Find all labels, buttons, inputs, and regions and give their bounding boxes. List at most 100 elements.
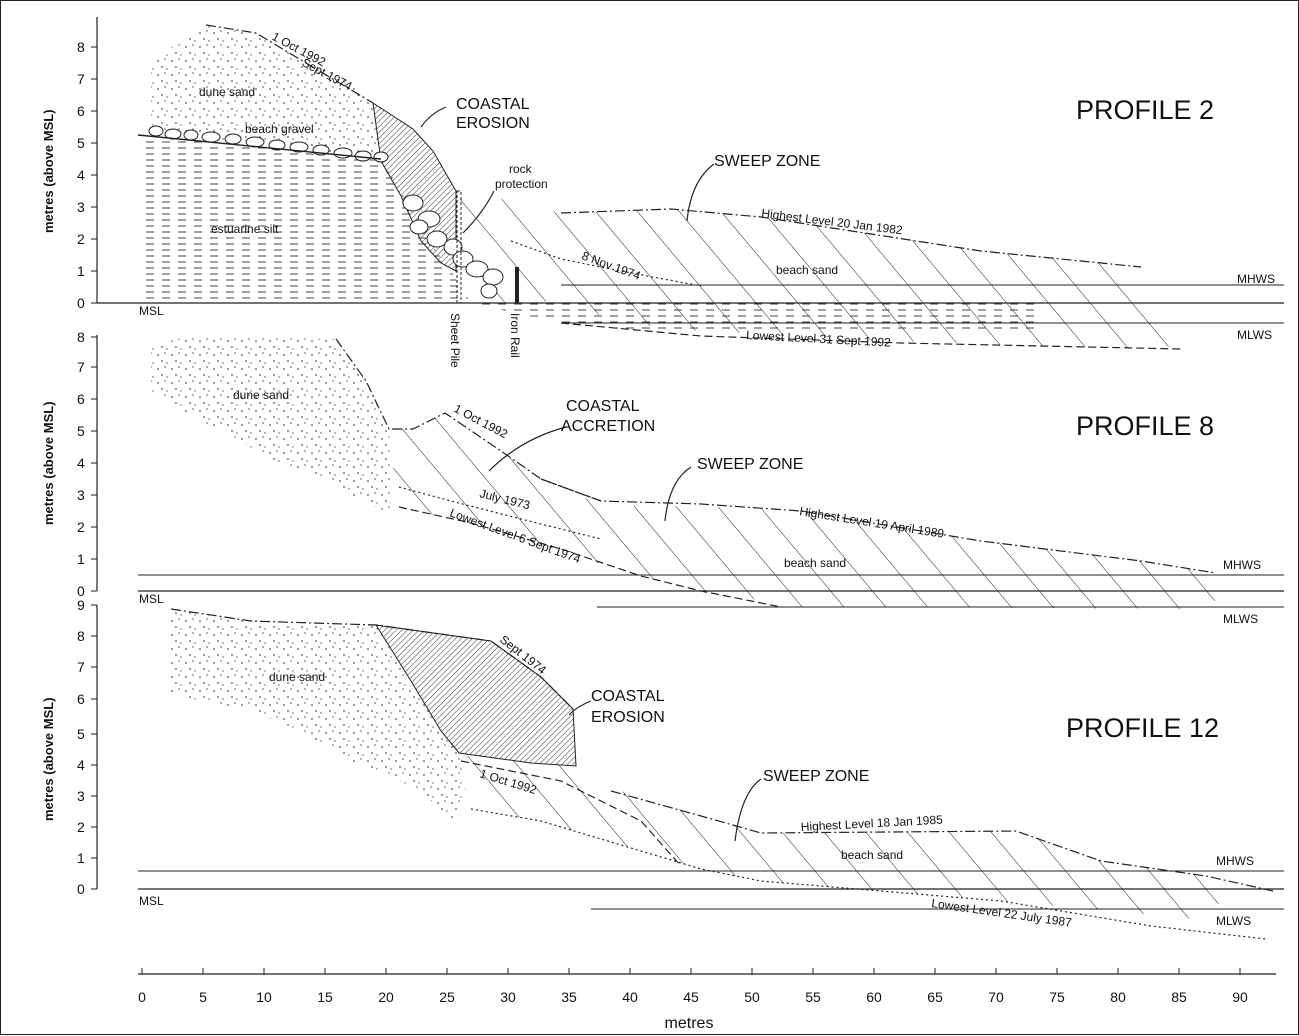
label-mhws: MHWS <box>1237 272 1275 286</box>
x-tick: 15 <box>317 989 333 1005</box>
panel-profile-2: 0 1 2 3 4 5 6 7 8 metres (above MSL) <box>41 17 1284 368</box>
callout-line-1: COASTAL <box>591 688 665 705</box>
estuarine-silt-area <box>138 135 1041 333</box>
label-dune-sand: dune sand <box>269 670 325 684</box>
x-tick: 10 <box>256 989 272 1005</box>
label-sheet-pile: Sheet Pile <box>448 313 462 368</box>
y-tick: 6 <box>77 691 85 707</box>
x-tick: 50 <box>744 989 760 1005</box>
y-tick: 7 <box>77 71 85 87</box>
y-tick: 3 <box>77 788 85 804</box>
label-beach-gravel: beach gravel <box>245 122 314 136</box>
x-tick: 30 <box>500 989 516 1005</box>
y-tick: 6 <box>77 391 85 407</box>
callout-line-1: COASTAL <box>566 398 640 415</box>
label-iron-rail: Iron Rail <box>508 313 522 358</box>
label-mlws: MLWS <box>1237 328 1272 342</box>
label-highest-level: Highest Level 18 Jan 1985 <box>800 813 943 834</box>
y-tick: 4 <box>77 757 85 773</box>
label-beach-sand: beach sand <box>776 263 838 277</box>
label-rock-protection: protection <box>495 177 548 191</box>
y-tick: 7 <box>77 359 85 375</box>
sweep-zone-area <box>459 189 1181 349</box>
panel-title: PROFILE 8 <box>1076 411 1214 441</box>
y-tick: 2 <box>77 231 85 247</box>
sweep-zone-area <box>461 755 1221 921</box>
y-axis-label: metres (above MSL) <box>41 697 56 821</box>
y-tick: 8 <box>77 39 85 55</box>
label-msl: MSL <box>139 894 164 908</box>
y-tick: 5 <box>77 726 85 742</box>
label-rock-protection: rock <box>509 162 533 176</box>
label-msl: MSL <box>139 592 164 606</box>
y-tick: 4 <box>77 455 85 471</box>
y-axis-label: metres (above MSL) <box>41 109 56 233</box>
sweep-zone-area <box>393 413 1216 609</box>
y-tick: 0 <box>77 881 85 897</box>
label-sweep-zone: SWEEP ZONE <box>697 456 803 473</box>
x-tick: 90 <box>1232 989 1248 1005</box>
label-beach-sand: beach sand <box>841 848 903 862</box>
label-mlws: MLWS <box>1223 612 1258 626</box>
y-tick: 9 <box>77 597 85 613</box>
y-tick: 5 <box>77 135 85 151</box>
x-tick: 65 <box>927 989 943 1005</box>
x-tick: 75 <box>1049 989 1065 1005</box>
y-tick: 3 <box>77 199 85 215</box>
label-estuarine-silt: estuarine silt <box>211 222 279 236</box>
callout-line-2: EROSION <box>591 709 665 726</box>
y-tick: 8 <box>77 628 85 644</box>
panel-title: PROFILE 12 <box>1066 713 1219 743</box>
y-tick: 8 <box>77 329 85 345</box>
callout-line-1: COASTAL <box>456 96 530 113</box>
dune-sand-area <box>171 609 466 823</box>
coastal-erosion-area <box>372 101 457 272</box>
y-axis-ticks-p8: 0 1 2 3 4 5 6 7 8 <box>77 329 97 599</box>
callout-line-2: EROSION <box>456 115 530 132</box>
y-tick: 4 <box>77 167 85 183</box>
y-tick: 2 <box>77 519 85 535</box>
x-tick: 5 <box>199 989 207 1005</box>
label-mlws: MLWS <box>1216 914 1251 928</box>
x-tick: 85 <box>1171 989 1187 1005</box>
x-tick: 45 <box>683 989 699 1005</box>
x-tick: 0 <box>138 989 146 1005</box>
y-tick: 2 <box>77 819 85 835</box>
label-dune-sand: dune sand <box>199 85 255 99</box>
x-axis: 0 5 10 15 20 25 30 35 40 45 50 55 60 65 … <box>138 968 1276 1032</box>
y-tick: 1 <box>77 551 85 567</box>
label-msl: MSL <box>139 304 164 318</box>
x-tick: 80 <box>1110 989 1126 1005</box>
x-tick: 60 <box>866 989 882 1005</box>
y-tick: 3 <box>77 487 85 503</box>
y-axis-ticks-p12: 0 1 2 3 4 5 6 7 8 9 <box>77 597 97 897</box>
label-mhws: MHWS <box>1216 854 1254 868</box>
y-axis-ticks-p2: 0 1 2 3 4 5 6 7 8 <box>77 39 97 311</box>
label-beach-sand: beach sand <box>784 556 846 570</box>
label-dune-sand: dune sand <box>233 388 289 402</box>
x-tick: 55 <box>805 989 821 1005</box>
y-tick: 1 <box>77 263 85 279</box>
y-tick: 1 <box>77 850 85 866</box>
x-tick: 35 <box>561 989 577 1005</box>
beach-gravel-pebbles <box>148 125 389 163</box>
x-axis-label: metres <box>665 1015 714 1032</box>
x-tick: 25 <box>439 989 455 1005</box>
label-sweep-zone: SWEEP ZONE <box>763 768 869 785</box>
y-tick: 6 <box>77 103 85 119</box>
y-axis-label: metres (above MSL) <box>41 401 56 525</box>
y-tick: 5 <box>77 423 85 439</box>
x-tick: 20 <box>378 989 394 1005</box>
dune-sand-area <box>151 25 381 159</box>
label-mhws: MHWS <box>1223 558 1261 572</box>
panel-profile-8: 0 1 2 3 4 5 6 7 8 metres (above MSL) dun… <box>41 329 1284 626</box>
callout-line-2: ACCRETION <box>561 418 655 435</box>
y-tick: 0 <box>77 583 85 599</box>
dune-sand-area <box>151 337 391 513</box>
label-sweep-zone: SWEEP ZONE <box>714 153 820 170</box>
y-tick: 0 <box>77 295 85 311</box>
panel-title: PROFILE 2 <box>1076 95 1214 125</box>
y-tick: 7 <box>77 659 85 675</box>
